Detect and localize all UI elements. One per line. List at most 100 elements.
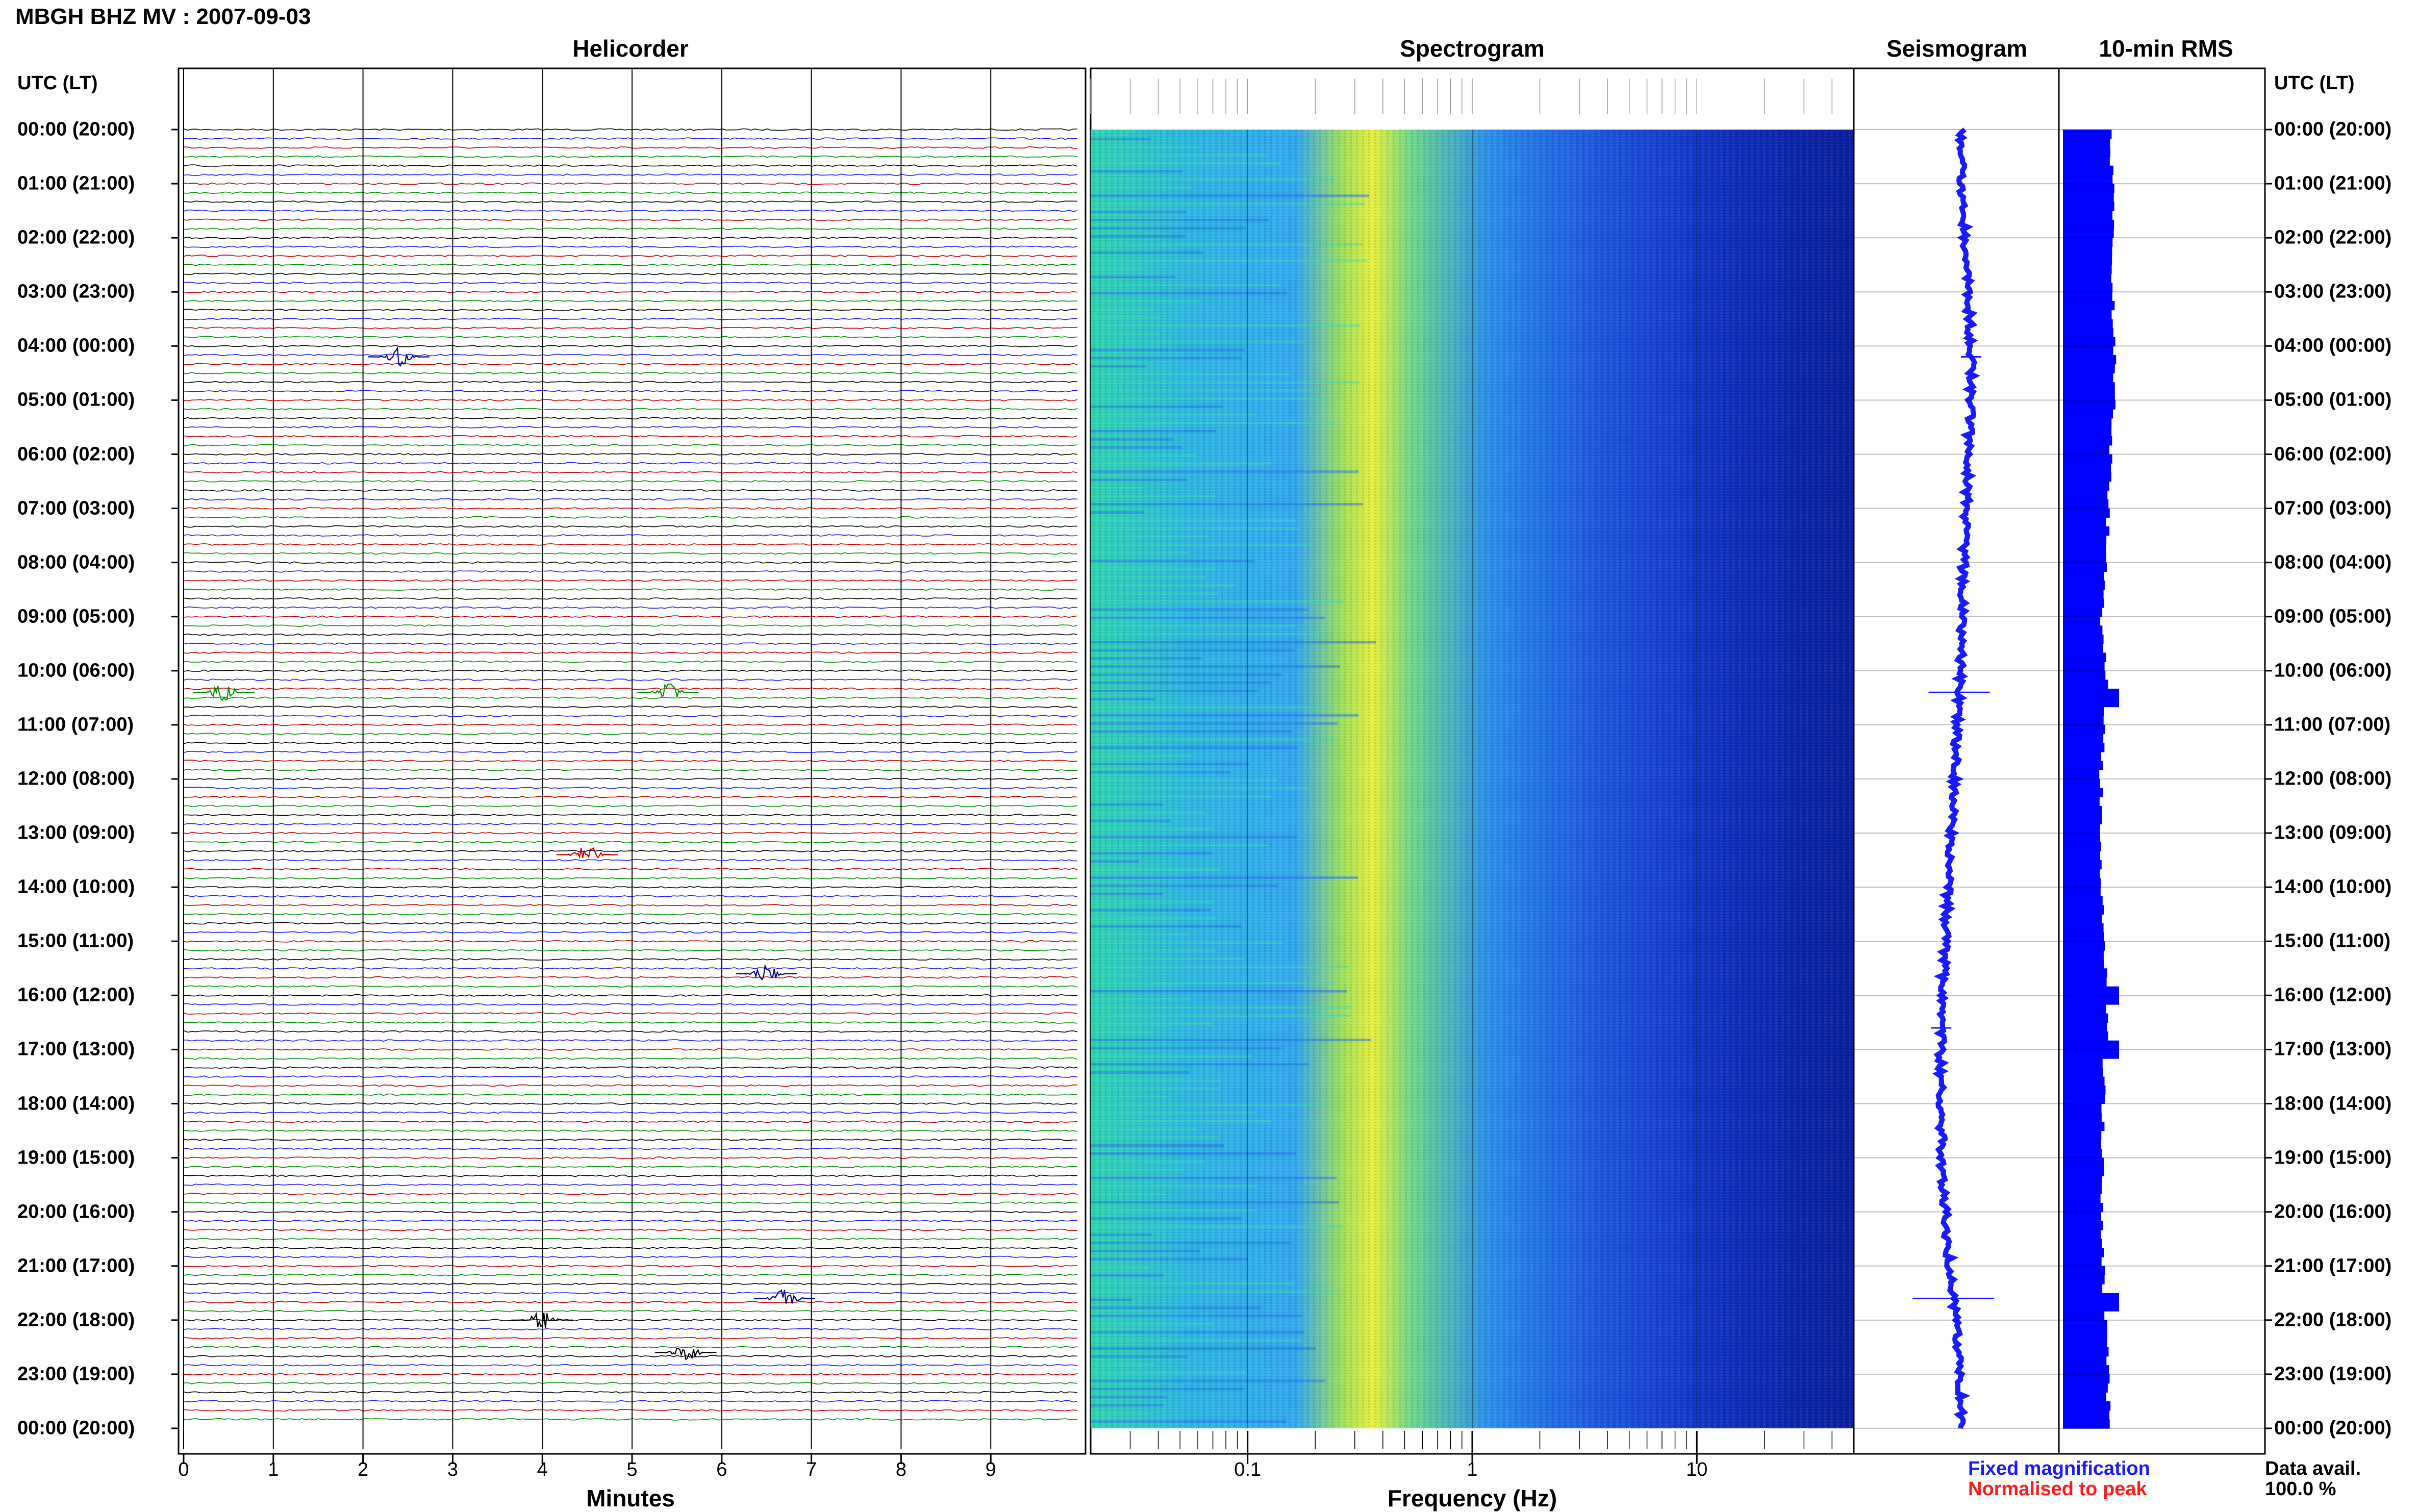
rms-bar: [2063, 1076, 2105, 1086]
rms-bar: [2063, 292, 2112, 301]
time-label-left: 18:00 (14:00): [17, 1093, 135, 1114]
rms-bar: [2063, 643, 2103, 653]
rms-bar: [2063, 1121, 2105, 1131]
time-label-right: 15:00 (11:00): [2274, 930, 2391, 952]
helicorder-tick-label: 5: [626, 1459, 638, 1480]
rms-bar: [2063, 1203, 2103, 1213]
rms-bar: [2063, 508, 2110, 518]
helicorder-trace: [183, 228, 1078, 230]
helicorder-trace: [183, 1147, 1078, 1150]
rms-bar: [2063, 1356, 2107, 1366]
utc-header-right: UTC (LT): [2274, 72, 2355, 94]
rms-bar: [2063, 201, 2114, 211]
rms-bar: [2063, 184, 2114, 193]
rms-bar: [2063, 246, 2112, 257]
rms-bar: [2063, 851, 2100, 861]
time-label-right: 13:00 (09:00): [2274, 822, 2392, 844]
helicorder-tick-label: 2: [358, 1459, 369, 1480]
helicorder-trace: [183, 804, 1078, 808]
rms-bar: [2063, 662, 2105, 671]
helicorder-trace: [183, 831, 1078, 835]
rms-bar: [2063, 463, 2111, 473]
helicorder-trace: [183, 1364, 1078, 1367]
rms-bar: [2063, 1338, 2107, 1348]
rms-bar: [2063, 1103, 2102, 1113]
helicorder-trace: [183, 1400, 1078, 1403]
helicorder-trace: [183, 1355, 1078, 1357]
rms-bar: [2063, 797, 2100, 807]
time-label-right: 01:00 (21:00): [2274, 172, 2392, 194]
rms-bar: [2063, 445, 2109, 455]
rms-bar: [2063, 1293, 2119, 1303]
rms-bar: [2063, 1302, 2119, 1312]
rms-bar: [2063, 157, 2110, 166]
rms-bar: [2063, 581, 2105, 590]
helicorder-trace: [183, 363, 1078, 366]
time-label-right: 11:00 (07:00): [2274, 714, 2391, 736]
time-label-right: 17:00 (13:00): [2274, 1038, 2392, 1060]
helicorder-trace: [183, 1391, 1078, 1394]
time-label-left: 02:00 (22:00): [17, 226, 135, 248]
helicorder-trace: [183, 1093, 1078, 1096]
rms-bar: [2063, 283, 2113, 292]
helicorder-trace: [183, 1301, 1078, 1303]
helicorder-trace: [183, 615, 1078, 618]
helicorder-trace: [183, 326, 1078, 330]
helicorder-trace: [183, 588, 1078, 591]
rms-bar: [2063, 1059, 2103, 1068]
helicorder-trace: [183, 489, 1078, 492]
helicorder-trace: [183, 155, 1078, 158]
helicorder-trace: [183, 642, 1078, 645]
rms-bar: [2063, 229, 2114, 238]
helicorder-trace: [183, 525, 1078, 528]
rms-bar: [2063, 1320, 2107, 1330]
rms-bar: [2063, 192, 2114, 203]
rms-bar: [2063, 1419, 2110, 1429]
legend-normalised-to-peak: Normalised to peak: [1968, 1478, 2147, 1500]
rms-bar: [2063, 1049, 2119, 1059]
helicorder-trace: [183, 931, 1078, 934]
rms-bar: [2063, 1175, 2102, 1186]
helicorder-trace: [183, 787, 1078, 790]
rms-bar: [2063, 174, 2113, 184]
rms-bar: [2063, 1383, 2108, 1393]
helicorder-trace: [183, 1238, 1078, 1241]
rms-bar: [2063, 310, 2112, 319]
helicorder-trace: [183, 868, 1078, 871]
helicorder-event: [367, 346, 430, 367]
helicorder-trace: [183, 913, 1078, 916]
helicorder-trace: [183, 723, 1078, 726]
data-avail-label: Data avail.: [2265, 1458, 2361, 1479]
rms-bar: [2063, 959, 2104, 969]
helicorder-trace: [183, 714, 1078, 717]
rms-bar: [2063, 544, 2106, 554]
rms-bar: [2063, 138, 2110, 148]
time-label-right: 09:00 (05:00): [2274, 606, 2392, 627]
helicorder-trace: [183, 218, 1078, 221]
helicorder-trace: [183, 390, 1078, 393]
rms-bar: [2063, 779, 2100, 789]
rms-bar: [2063, 716, 2104, 725]
rms-bar: [2063, 490, 2108, 500]
helicorder-trace: [183, 660, 1078, 663]
helicorder-trace: [183, 1039, 1078, 1042]
helicorder-trace: [183, 1003, 1078, 1006]
helicorder-trace: [183, 750, 1078, 753]
rms-bar: [2063, 337, 2115, 346]
rms-bar: [2063, 995, 2119, 1005]
time-label-right: 19:00 (15:00): [2274, 1147, 2392, 1169]
rms-bar: [2063, 1239, 2102, 1248]
rms-bar: [2063, 950, 2104, 960]
time-label-left: 23:00 (19:00): [17, 1363, 135, 1385]
helicorder-trace: [183, 1048, 1078, 1051]
helicorder-trace: [183, 1201, 1078, 1204]
time-label-left: 19:00 (15:00): [17, 1147, 135, 1169]
rms-bar: [2063, 616, 2101, 626]
helicorder-trace: [183, 985, 1078, 988]
time-label-right: 04:00 (00:00): [2274, 335, 2392, 357]
seismogram-trace: [1932, 128, 1981, 1429]
helicorder-trace: [183, 1057, 1078, 1060]
helicorder-trace: [183, 1265, 1077, 1268]
helicorder-trace: [183, 299, 1078, 303]
